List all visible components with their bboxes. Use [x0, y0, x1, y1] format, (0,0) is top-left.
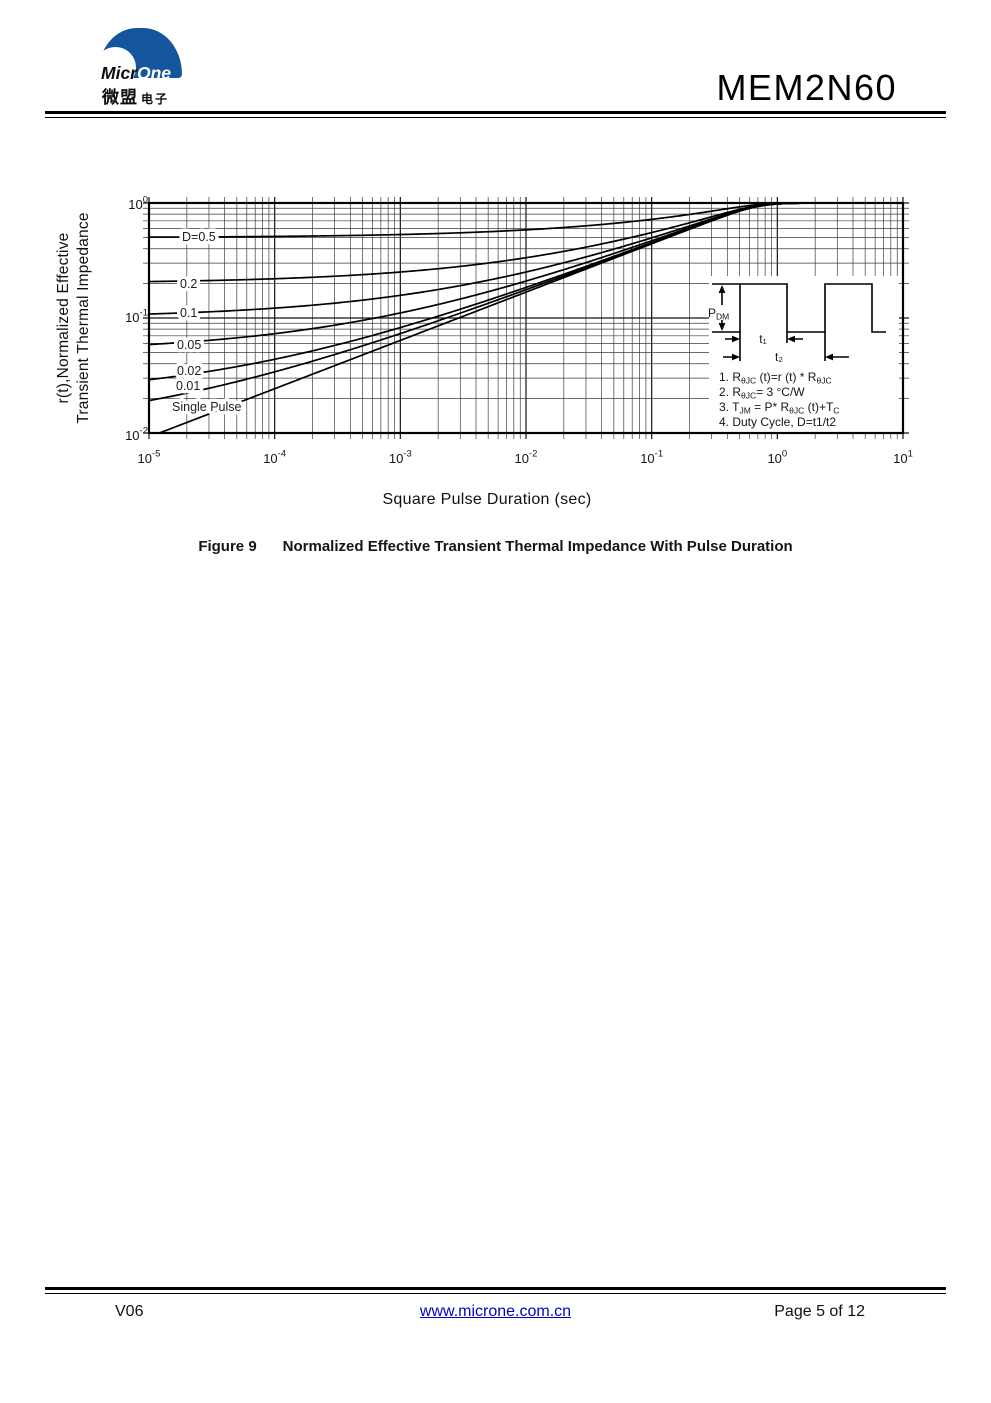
- figure-caption-label: Figure 9: [198, 538, 257, 555]
- edge-extension-lines: [739, 332, 826, 361]
- plot-frame: [147, 201, 905, 435]
- t2-arrowhead-left-icon: [825, 353, 833, 361]
- part-number-title: MEM2N60: [716, 67, 897, 108]
- header-rule-thick: [45, 111, 946, 115]
- footer-rule-thin: [45, 1292, 946, 1295]
- x-tick-10e1: 101: [893, 449, 913, 467]
- t2-label: t₂: [775, 350, 783, 364]
- footer-page-number: Page 5 of 12: [774, 1303, 865, 1320]
- curve-label-d-0-5: D=0.5: [182, 230, 216, 244]
- inset-note-3: 3. TJM = P* RθJC (t)+TC: [719, 400, 839, 416]
- y-tick-10e-2: 10-2: [125, 426, 148, 444]
- curve-label-0-02: 0.02: [177, 364, 201, 378]
- curve-label-single-pulse: Single Pulse: [172, 400, 242, 414]
- footer-rule-thick: [45, 1287, 946, 1291]
- t1-label: t₁: [759, 332, 766, 346]
- curve-label-0-2: 0.2: [180, 277, 197, 291]
- pdm-label: PDM: [708, 306, 729, 322]
- inset-note-2: 2. RθJC= 3 °C/W: [719, 385, 805, 401]
- inset-note-4: 4. Duty Cycle, D=t1/t2: [719, 415, 836, 429]
- footer-version: V06: [115, 1303, 144, 1320]
- logo-chinese-text: 微盟 电子: [102, 83, 169, 108]
- header-rule-thin: [45, 116, 946, 119]
- x-tick-10e-5: 10-5: [138, 449, 161, 467]
- x-tick-10e-4: 10-4: [263, 449, 286, 467]
- pdm-arrowhead-up-icon: [718, 285, 726, 293]
- pulse-waveform: [712, 283, 886, 333]
- y-tick-10e-1: 10-1: [125, 308, 148, 326]
- logo-brand-one: One: [136, 63, 172, 83]
- x-tick-10e-2: 10-2: [515, 449, 538, 467]
- t1-arrowhead-left-icon: [787, 335, 795, 343]
- figure-caption-text: Normalized Effective Transient Thermal I…: [282, 538, 793, 555]
- curve-label-0-1: 0.1: [180, 306, 197, 320]
- logo-brand-micr: Micr: [101, 63, 137, 83]
- y-axis-label-line2: Transient Thermal Impedance: [75, 212, 92, 424]
- figure-caption: Figure 9 Normalized Effective Transient T…: [0, 538, 991, 555]
- logo-brand-text: MicrOne: [101, 63, 171, 84]
- curve-labels: D=0.5 0.2 0.1 0.05 0.020.01 Single Pulse: [169, 227, 246, 418]
- curve-label-0-05: 0.05: [177, 338, 201, 352]
- x-tick-10e0: 100: [767, 449, 787, 467]
- t2-arrowhead-right-icon: [732, 353, 740, 361]
- pdm-arrowhead-down-icon: [718, 323, 726, 331]
- logo-chinese-main: 微盟: [102, 88, 138, 107]
- footer-website-link[interactable]: www.microne.com.cn: [419, 1303, 572, 1320]
- t1-arrowhead-right-icon: [732, 335, 740, 343]
- x-tick-10e-1: 10-1: [640, 449, 663, 467]
- company-logo: MicrOne 微盟 电子: [95, 26, 208, 108]
- curve-label-0-01: 0.01: [176, 379, 200, 393]
- y-axis-label: r(t),Normalized Effective Transient Ther…: [54, 108, 94, 528]
- x-axis-label: Square Pulse Duration (sec): [382, 491, 592, 508]
- x-tick-10e-3: 10-3: [389, 449, 412, 467]
- y-axis-label-line1: r(t),Normalized Effective: [55, 232, 72, 404]
- footer-link-wrap: www.microne.com.cn: [0, 1303, 991, 1321]
- inset-note-1: 1. RθJC (t)=r (t) * RθJC: [719, 370, 832, 386]
- logo-chinese-sub: 电子: [141, 92, 170, 106]
- y-tick-10e0: 100: [128, 195, 148, 213]
- logo-crescent-shape: [95, 47, 136, 88]
